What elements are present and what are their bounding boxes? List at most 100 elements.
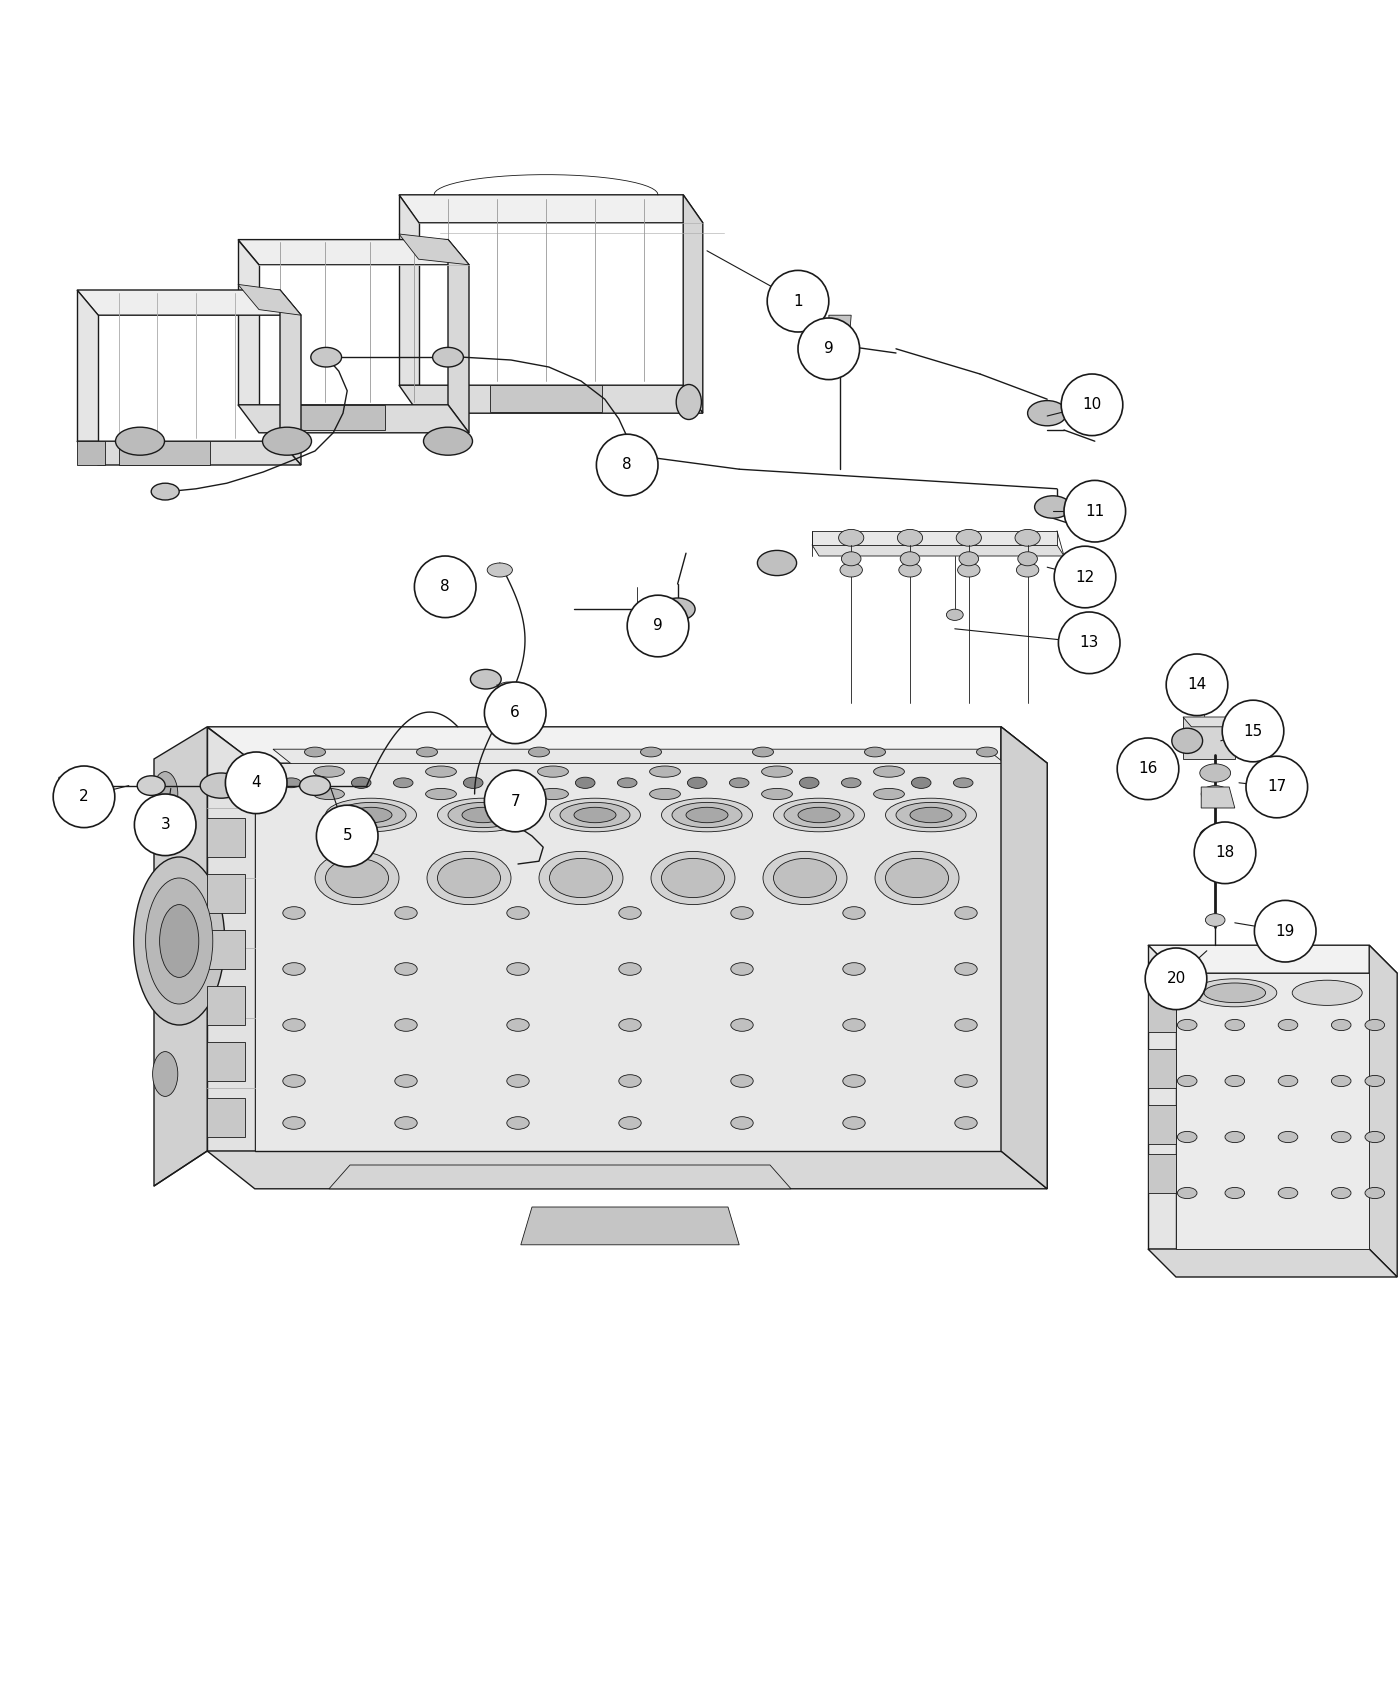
Ellipse shape	[651, 852, 735, 904]
Ellipse shape	[687, 777, 707, 789]
Ellipse shape	[731, 1117, 753, 1129]
Ellipse shape	[899, 563, 921, 576]
Ellipse shape	[427, 852, 511, 904]
Ellipse shape	[619, 1018, 641, 1032]
Ellipse shape	[1172, 728, 1203, 753]
Circle shape	[596, 434, 658, 496]
Polygon shape	[77, 291, 98, 442]
Polygon shape	[207, 728, 1047, 763]
Ellipse shape	[283, 962, 305, 976]
Polygon shape	[1001, 728, 1047, 1188]
Ellipse shape	[896, 802, 966, 828]
Ellipse shape	[955, 962, 977, 976]
Circle shape	[484, 682, 546, 743]
Ellipse shape	[1278, 1132, 1298, 1142]
Ellipse shape	[134, 857, 224, 1025]
Ellipse shape	[146, 877, 213, 1005]
Polygon shape	[255, 763, 1001, 1151]
Ellipse shape	[619, 906, 641, 920]
Ellipse shape	[1365, 1132, 1385, 1142]
Circle shape	[798, 318, 860, 379]
Polygon shape	[207, 1098, 245, 1137]
Ellipse shape	[153, 1052, 178, 1096]
Ellipse shape	[1016, 563, 1039, 576]
Text: 2: 2	[80, 789, 88, 804]
Polygon shape	[1148, 1250, 1397, 1277]
Ellipse shape	[977, 746, 997, 756]
Ellipse shape	[1204, 983, 1266, 1003]
Text: 8: 8	[441, 580, 449, 595]
Ellipse shape	[757, 551, 797, 576]
Text: 16: 16	[1138, 762, 1158, 777]
Polygon shape	[448, 240, 469, 434]
Ellipse shape	[843, 906, 865, 920]
Polygon shape	[59, 777, 78, 794]
Ellipse shape	[839, 529, 864, 546]
Text: 15: 15	[1243, 724, 1263, 738]
Circle shape	[134, 794, 196, 855]
Ellipse shape	[507, 1074, 529, 1088]
Polygon shape	[1148, 1105, 1176, 1144]
Ellipse shape	[661, 858, 725, 898]
Text: 3: 3	[161, 818, 169, 833]
Ellipse shape	[1365, 1020, 1385, 1030]
Circle shape	[1222, 700, 1284, 762]
Ellipse shape	[875, 852, 959, 904]
Ellipse shape	[956, 529, 981, 546]
Polygon shape	[521, 1207, 739, 1244]
Ellipse shape	[1200, 763, 1231, 782]
Polygon shape	[829, 314, 851, 332]
Ellipse shape	[661, 799, 753, 831]
Ellipse shape	[729, 779, 749, 787]
Polygon shape	[119, 442, 210, 466]
Ellipse shape	[470, 670, 501, 689]
Ellipse shape	[351, 777, 371, 789]
Ellipse shape	[300, 775, 330, 796]
Ellipse shape	[426, 789, 456, 799]
Polygon shape	[1183, 717, 1235, 758]
Polygon shape	[207, 1042, 245, 1081]
Ellipse shape	[507, 906, 529, 920]
Circle shape	[627, 595, 689, 656]
Ellipse shape	[395, 906, 417, 920]
Polygon shape	[1148, 945, 1397, 972]
Ellipse shape	[731, 906, 753, 920]
Polygon shape	[238, 284, 301, 314]
Circle shape	[1117, 738, 1179, 799]
Ellipse shape	[619, 1074, 641, 1088]
Text: 5: 5	[343, 828, 351, 843]
Polygon shape	[238, 240, 469, 265]
Polygon shape	[207, 728, 255, 1151]
Ellipse shape	[1225, 1132, 1245, 1142]
Text: 13: 13	[1079, 636, 1099, 651]
Ellipse shape	[437, 858, 501, 898]
Polygon shape	[1148, 1154, 1176, 1193]
Ellipse shape	[1331, 1020, 1351, 1030]
Ellipse shape	[762, 767, 792, 777]
Circle shape	[1246, 756, 1308, 818]
Ellipse shape	[798, 808, 840, 823]
Circle shape	[1064, 481, 1126, 542]
Text: 18: 18	[1215, 845, 1235, 860]
Text: 10: 10	[1082, 398, 1102, 413]
Text: 9: 9	[654, 619, 662, 634]
Polygon shape	[812, 544, 1064, 556]
Ellipse shape	[423, 427, 473, 456]
Ellipse shape	[507, 1117, 529, 1129]
Ellipse shape	[283, 1117, 305, 1129]
Polygon shape	[154, 728, 207, 1187]
Ellipse shape	[463, 777, 483, 789]
Ellipse shape	[773, 858, 837, 898]
Ellipse shape	[137, 775, 165, 796]
Ellipse shape	[549, 799, 641, 831]
Polygon shape	[1183, 717, 1243, 728]
Ellipse shape	[281, 779, 301, 787]
Ellipse shape	[641, 746, 661, 756]
Circle shape	[1194, 823, 1256, 884]
Ellipse shape	[617, 779, 637, 787]
Ellipse shape	[314, 789, 344, 799]
Polygon shape	[683, 196, 703, 413]
Ellipse shape	[1177, 1020, 1197, 1030]
Ellipse shape	[529, 746, 549, 756]
Circle shape	[53, 767, 115, 828]
